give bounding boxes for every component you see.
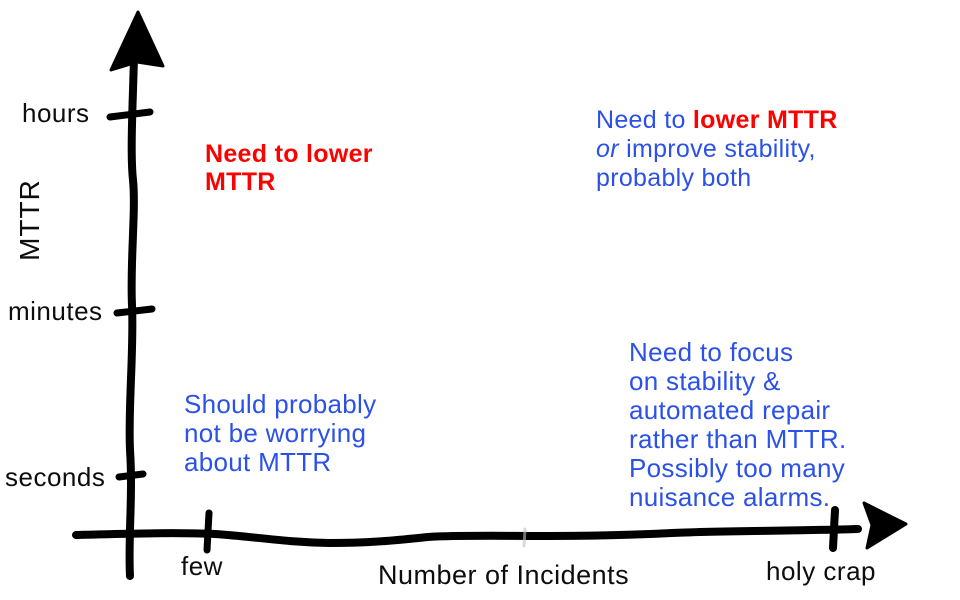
x-axis-faint-tick-mark xyxy=(522,527,527,548)
x-tick-label-holy-crap: holy crap xyxy=(766,556,876,586)
x-tick-label-few: few xyxy=(181,551,223,581)
annotation-bottom-left: Should probably not be worrying about MT… xyxy=(184,389,377,477)
x-tick-few-mark xyxy=(203,509,213,554)
x-tick-holy-crap-mark xyxy=(829,506,839,552)
y-tick-minutes-mark xyxy=(113,305,156,317)
annotation-top-right-lead: Need to xyxy=(596,106,693,134)
annotation-top-right-line2: or improve stability, xyxy=(596,135,838,164)
annotation-top-right-line2-rest: improve stability, xyxy=(618,135,816,163)
y-axis-arrowhead xyxy=(109,10,165,72)
y-tick-label-seconds: seconds xyxy=(5,462,106,492)
annotation-top-right-line3: probably both xyxy=(596,164,752,192)
annotation-top-right-line1: Need to lower MTTR xyxy=(596,106,838,135)
annotation-bottom-right: Need to focus on stability & automated r… xyxy=(629,337,847,512)
y-tick-hours-mark xyxy=(106,108,154,121)
x-axis-title: Number of Incidents xyxy=(378,560,630,590)
annotation-top-right: Need to lower MTTR or improve stability,… xyxy=(596,106,838,193)
x-axis-line xyxy=(72,525,862,548)
y-tick-seconds-mark xyxy=(115,470,147,481)
y-axis-title: MTTR xyxy=(14,179,45,261)
annotation-top-right-red-part: lower MTTR xyxy=(692,106,838,134)
y-tick-label-minutes: minutes xyxy=(8,296,103,326)
y-tick-label-hours: hours xyxy=(22,98,90,128)
x-axis-arrowhead xyxy=(862,501,908,550)
annotation-top-right-italic-or: or xyxy=(596,135,619,163)
annotation-top-left: Need to lower MTTR xyxy=(205,140,373,196)
y-axis-line xyxy=(125,52,138,580)
